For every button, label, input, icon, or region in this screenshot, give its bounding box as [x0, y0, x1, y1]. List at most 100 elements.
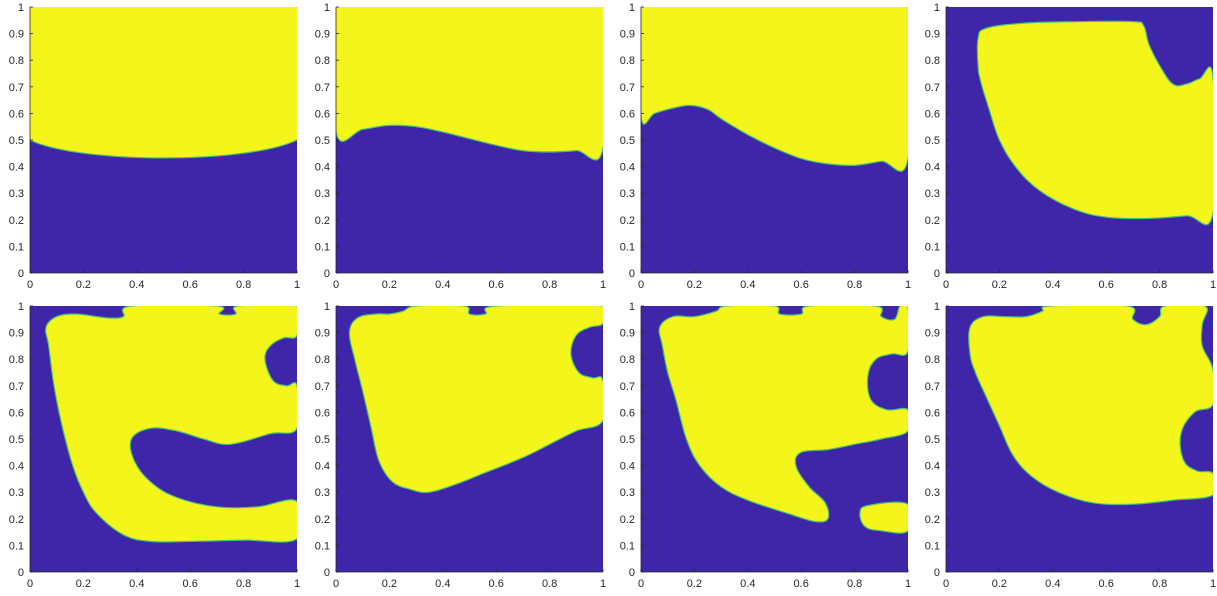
y-tick-label: 0.7 — [9, 381, 24, 393]
y-tick-label: 0.5 — [9, 135, 24, 147]
subplot-6: 0 0.1 0.2 0.3 0.4 0.5 0.6 0.7 0.8 0.9 1 0 0.2 0.4 0.6 0… — [315, 301, 606, 590]
x-tick-label: 0.2 — [382, 578, 397, 590]
y-tick-label: 0.8 — [315, 55, 330, 67]
y-tick-label: 0.2 — [925, 215, 940, 227]
x-tick-label: 1 — [1210, 578, 1216, 590]
x-tick-label: 0.6 — [1099, 578, 1114, 590]
y-tick-label: 0.6 — [925, 108, 940, 120]
y-tick-label: 0.1 — [925, 241, 940, 253]
y-tick-label: 0.7 — [9, 82, 24, 94]
y-tick-label: 0.3 — [620, 188, 635, 200]
y-tick-label: 0.7 — [315, 381, 330, 393]
y-tick-label: 0.8 — [9, 55, 24, 67]
x-tick-label: 0.8 — [1152, 279, 1167, 291]
phase-region-1 — [968, 306, 1213, 506]
x-tick-label: 0.4 — [1045, 578, 1060, 590]
y-tick-label: 1 — [934, 2, 940, 14]
y-tick-label: 0.8 — [9, 354, 24, 366]
phase-region-2 — [859, 501, 908, 534]
subplot-7: 0 0.1 0.2 0.3 0.4 0.5 0.6 0.7 0.8 0.9 1 0 0.2 0.4 0.6 0… — [620, 301, 911, 590]
x-tick-label: 0.8 — [847, 578, 862, 590]
y-tick-label: 0 — [324, 268, 330, 280]
x-tick-label: 0.2 — [76, 578, 91, 590]
x-tick-label: 0 — [638, 279, 644, 291]
y-tick-label: 0.1 — [9, 540, 24, 552]
y-tick-label: 0.7 — [620, 381, 635, 393]
y-tick-label: 0 — [934, 567, 940, 579]
x-tick-label: 0 — [638, 578, 644, 590]
y-tick-label: 0 — [629, 268, 635, 280]
y-tick-label: 0.3 — [925, 188, 940, 200]
x-tick-label: 0 — [333, 578, 339, 590]
y-tick-label: 0.6 — [9, 407, 24, 419]
y-tick-label: 0.4 — [9, 162, 24, 174]
x-tick-label: 0.4 — [435, 578, 450, 590]
y-tick-label: 0.2 — [620, 215, 635, 227]
y-tick-label: 0.2 — [315, 215, 330, 227]
phase-region-1 — [976, 20, 1213, 226]
y-tick-label: 0.3 — [315, 487, 330, 499]
y-tick-label: 0.4 — [620, 162, 635, 174]
x-tick-label: 1 — [1210, 279, 1216, 291]
y-tick-label: 0.8 — [925, 55, 940, 67]
x-tick-label: 0.6 — [183, 279, 198, 291]
x-tick-label: 0.2 — [76, 279, 91, 291]
y-tick-label: 0.7 — [925, 82, 940, 94]
y-tick-label: 0.5 — [620, 434, 635, 446]
y-tick-label: 0.5 — [315, 434, 330, 446]
y-tick-label: 0.9 — [9, 328, 24, 340]
x-tick-label: 0.8 — [1152, 578, 1167, 590]
x-tick-label: 1 — [600, 578, 606, 590]
y-tick-label: 0.2 — [315, 514, 330, 526]
y-tick-label: 0.3 — [9, 487, 24, 499]
y-tick-label: 0.9 — [925, 29, 940, 41]
y-tick-label: 0.1 — [315, 241, 330, 253]
phase-region-1 — [45, 306, 297, 543]
y-tick-label: 0.8 — [315, 354, 330, 366]
x-tick-label: 0.8 — [236, 279, 251, 291]
subplot-4: 0 0.1 0.2 0.3 0.4 0.5 0.6 0.7 0.8 0.9 1 0 0.2 0.4 0.6 0… — [925, 2, 1216, 291]
y-tick-label: 0.5 — [620, 135, 635, 147]
x-tick-label: 0.4 — [740, 279, 755, 291]
x-tick-label: 0 — [943, 578, 949, 590]
x-tick-label: 0 — [27, 578, 33, 590]
x-tick-label: 0.4 — [740, 578, 755, 590]
y-tick-label: 1 — [934, 301, 940, 313]
x-tick-label: 0.2 — [382, 279, 397, 291]
y-tick-label: 0.1 — [925, 540, 940, 552]
x-tick-label: 0.8 — [847, 279, 862, 291]
y-tick-label: 1 — [324, 301, 330, 313]
y-tick-label: 0.1 — [9, 241, 24, 253]
y-tick-label: 0.1 — [620, 540, 635, 552]
y-tick-label: 0.7 — [925, 381, 940, 393]
y-tick-label: 0.6 — [620, 407, 635, 419]
y-tick-label: 0.6 — [925, 407, 940, 419]
x-tick-label: 0.8 — [542, 279, 557, 291]
y-tick-label: 0 — [324, 567, 330, 579]
y-tick-label: 0 — [934, 268, 940, 280]
subplot-3: 0 0.1 0.2 0.3 0.4 0.5 0.6 0.7 0.8 0.9 1 0 0.2 0.4 0.6 0… — [620, 2, 911, 291]
x-tick-label: 0.4 — [1045, 279, 1060, 291]
y-tick-label: 0.2 — [620, 514, 635, 526]
y-tick-label: 1 — [18, 301, 24, 313]
y-tick-label: 0 — [18, 268, 24, 280]
x-tick-label: 0.6 — [183, 578, 198, 590]
y-tick-label: 0.4 — [925, 162, 940, 174]
y-tick-label: 0.2 — [925, 514, 940, 526]
subplot-8: 0 0.1 0.2 0.3 0.4 0.5 0.6 0.7 0.8 0.9 1 0 0.2 0.4 0.6 0… — [925, 301, 1216, 590]
subplot-5: 0 0.1 0.2 0.3 0.4 0.5 0.6 0.7 0.8 0.9 1 0 0.2 0.4 0.6 0… — [9, 301, 300, 590]
x-tick-label: 0.2 — [687, 578, 702, 590]
y-tick-label: 0.3 — [9, 188, 24, 200]
y-tick-label: 0.8 — [620, 55, 635, 67]
y-tick-label: 0.8 — [620, 354, 635, 366]
y-tick-label: 0.2 — [9, 514, 24, 526]
phase-region-1 — [336, 7, 603, 161]
x-tick-label: 0.2 — [992, 279, 1007, 291]
x-tick-label: 0.6 — [1099, 279, 1114, 291]
y-tick-label: 0 — [629, 567, 635, 579]
y-tick-label: 0.4 — [620, 461, 635, 473]
phase-region-1 — [641, 7, 908, 172]
subplot-1: 0 0.1 0.2 0.3 0.4 0.5 0.6 0.7 0.8 0.9 1 0 0.2 0.4 0.6 0… — [9, 2, 300, 291]
y-tick-label: 0.5 — [925, 434, 940, 446]
